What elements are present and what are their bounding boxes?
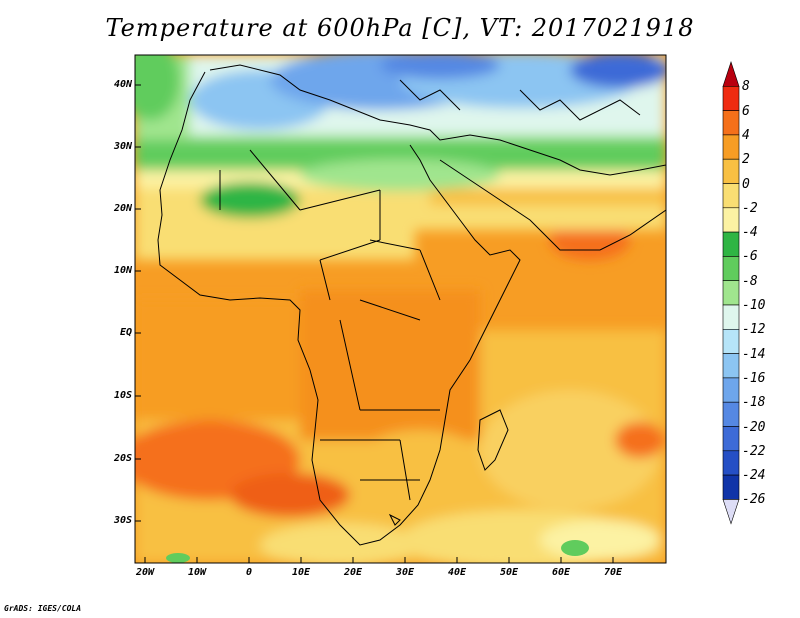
colorbar-label: -14 [742,346,766,362]
colorbar-label: -6 [742,249,758,265]
temperature-field [135,55,666,563]
colorbar-label: -26 [742,492,766,508]
coastlines [157,64,666,546]
colorbar-segment [722,304,740,330]
colorbar-label: -12 [742,322,766,338]
colorbar-label: 8 [742,79,750,95]
colorbar-segment [722,401,740,427]
colorbar [722,61,740,525]
colorbar-segment [722,377,740,403]
colorbar-cap-bottom [722,499,740,525]
lon-label: 40E [447,567,467,578]
lon-label: 20E [343,567,363,578]
colorbar-label: 0 [742,176,750,192]
lat-label: 30N [113,141,132,152]
lon-label: 60E [551,567,571,578]
colorbar-label: -8 [742,273,758,289]
lat-label: 20N [113,203,132,214]
lon-label: 10W [187,567,207,578]
lon-label: 10E [291,567,311,578]
lat-label: 10N [113,265,132,276]
colorbar-segment [722,353,740,379]
colorbar-label: -18 [742,395,766,411]
lon-label: 0 [245,567,253,578]
colorbar-label: 2 [742,152,750,168]
lon-label: 70E [603,567,623,578]
colorbar-label: -16 [742,370,766,386]
lon-label: 30E [395,567,415,578]
lon-label: 20W [135,567,155,578]
colorbar-label: -4 [742,225,758,241]
colorbar-label: -20 [742,419,766,435]
colorbar-segment [722,450,740,476]
lat-label: 40N [113,79,132,90]
colorbar-segment [722,426,740,452]
colorbar-label: -22 [742,443,766,459]
colorbar-segment [722,158,740,184]
lon-label: 50E [499,567,519,578]
colorbar-segment [722,328,740,354]
colorbar-cap-top [722,61,740,87]
colorbar-label: -24 [742,468,766,484]
lat-label: 20S [113,453,132,464]
colorbar-segment [722,183,740,209]
colorbar-segment [722,256,740,281]
colorbar-label: 6 [742,103,750,119]
colorbar-segment [722,86,740,111]
lat-label: 30S [113,515,132,526]
colorbar-segment [722,207,740,233]
colorbar-segment [722,110,740,136]
footer-credit: GrADS: IGES/COLA [4,604,82,613]
colorbar-segment [722,231,740,257]
colorbar-label: -10 [742,298,766,313]
colorbar-label: 4 [742,127,750,143]
colorbar-segment [722,280,740,306]
lat-label: 10S [113,390,132,401]
colorbar-segment [722,134,740,160]
page-title: Temperature at 600hPa [C], VT: 201702191… [105,14,695,42]
lat-label: EQ [119,327,132,338]
colorbar-label: -2 [742,200,758,216]
colorbar-segment [722,474,740,500]
